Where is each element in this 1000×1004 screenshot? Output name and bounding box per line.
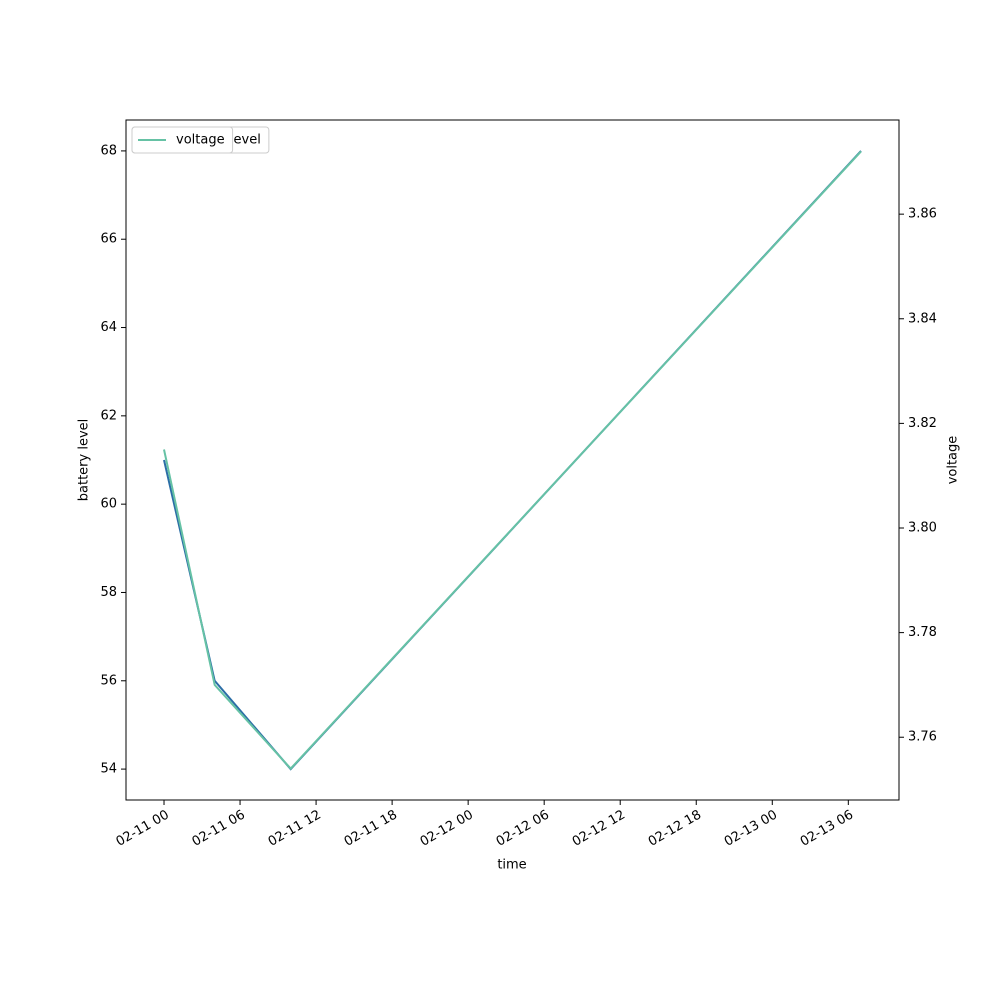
legend-label: voltage bbox=[176, 133, 225, 148]
y-tick-label: 54 bbox=[100, 762, 117, 777]
y-tick-label: 60 bbox=[100, 497, 117, 512]
y-tick-label: 56 bbox=[100, 673, 117, 688]
y2-tick-label: 3.76 bbox=[908, 730, 937, 745]
x-axis-label: time bbox=[497, 858, 526, 873]
y-tick-label: 68 bbox=[100, 143, 117, 158]
y2-tick-label: 3.82 bbox=[908, 416, 937, 431]
y-axis-label: battery level bbox=[77, 419, 92, 502]
y2-tick-label: 3.86 bbox=[908, 207, 937, 222]
y-tick-label: 64 bbox=[100, 320, 117, 335]
y-tick-label: 62 bbox=[100, 408, 117, 423]
y-tick-label: 58 bbox=[100, 585, 117, 600]
line-series bbox=[163, 150, 862, 771]
y2-tick-label: 3.78 bbox=[908, 625, 937, 640]
legend-box bbox=[131, 126, 234, 154]
y2-tick-label: 3.84 bbox=[908, 311, 937, 326]
plot-frame bbox=[125, 119, 900, 801]
y2-axis-label: voltage bbox=[946, 436, 961, 485]
y2-tick-label: 3.80 bbox=[908, 521, 937, 536]
y-tick-label: 66 bbox=[100, 232, 117, 247]
